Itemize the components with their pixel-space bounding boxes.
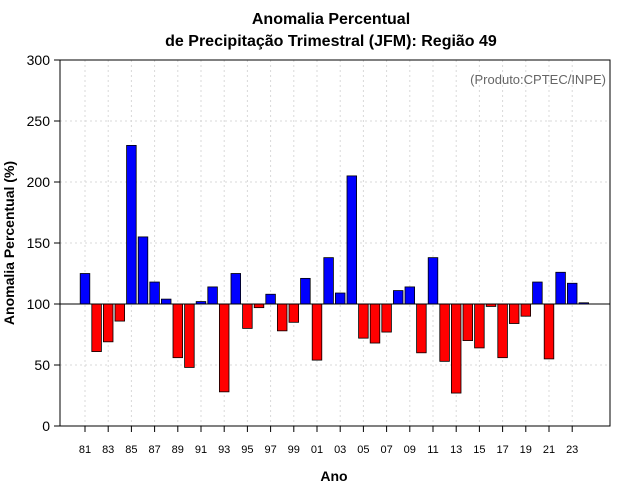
bar-95 (242, 303, 253, 329)
bar-98 (276, 303, 288, 332)
bar-05 (358, 303, 369, 339)
x-tick-label: 87 (148, 444, 160, 456)
x-tick-label: 13 (450, 444, 462, 456)
bar-00 (300, 277, 311, 305)
x-tick-label: 21 (543, 444, 555, 456)
x-tick-label: 97 (264, 444, 276, 456)
bar-90 (184, 303, 195, 368)
bar-97 (265, 293, 276, 305)
y-axis: 0 50 100 150 200 250 300 (27, 52, 60, 434)
x-tick-label: 11 (427, 444, 438, 456)
x-tick-label: 01 (311, 444, 323, 456)
bar-07 (381, 303, 392, 333)
bar-92 (207, 286, 218, 305)
gridlines (60, 60, 610, 426)
y-tick-label: 250 (27, 113, 51, 129)
x-tick-label: 91 (195, 444, 207, 456)
x-tick-label: 99 (288, 444, 300, 456)
x-tick-label: 23 (566, 444, 578, 456)
x-axis-label: Ano (320, 468, 347, 484)
bar-18 (508, 303, 520, 324)
bar-19 (520, 303, 532, 317)
x-tick-label: 19 (520, 444, 532, 456)
bars (60, 144, 610, 394)
bar-10 (416, 303, 427, 354)
x-tick-label: 09 (404, 444, 416, 456)
bar-22 (555, 271, 566, 305)
y-tick-label: 50 (34, 357, 50, 373)
y-tick-label: 150 (27, 235, 51, 251)
x-tick-label: 81 (79, 444, 91, 456)
credit-label: (Produto:CPTEC/INPE) (470, 72, 606, 87)
x-tick-label: 03 (334, 444, 346, 456)
bar-96 (253, 303, 265, 309)
bar-06 (369, 303, 381, 344)
x-axis: 81 83 85 87 89 91 93 95 97 99 01 03 05 07 09 11 13 15 17 19… (79, 426, 578, 456)
bar-88 (160, 298, 172, 305)
x-tick-label: 83 (102, 444, 114, 456)
bar-01 (311, 303, 323, 361)
bar-15 (474, 303, 485, 349)
x-tick-label: 95 (241, 444, 253, 456)
y-tick-label: 200 (27, 174, 51, 190)
bar-85 (126, 144, 137, 305)
bar-89 (172, 303, 184, 359)
bar-17 (497, 303, 508, 359)
chart-title: Anomalia Percentual (252, 11, 410, 28)
bar-03 (334, 292, 346, 305)
bar-11 (427, 257, 439, 305)
bar-83 (103, 303, 114, 343)
bar-87 (149, 281, 160, 305)
x-tick-label: 05 (357, 444, 369, 456)
bar-93 (218, 303, 230, 393)
bar-86 (137, 236, 149, 305)
bar-84 (114, 303, 126, 322)
bar-20 (532, 281, 543, 305)
bar-23 (567, 282, 578, 305)
x-tick-label: 17 (496, 444, 508, 456)
bar-12 (439, 303, 450, 362)
y-axis-label: Anomalia Percentual (%) (1, 161, 17, 325)
bar-94 (230, 273, 242, 305)
bar-08 (392, 290, 404, 305)
plot-frame (59, 59, 611, 427)
chart-subtitle: de Precipitação Trimestral (JFM): Região… (165, 33, 497, 50)
y-tick-label: 100 (27, 296, 51, 312)
bar-13 (450, 303, 462, 394)
x-tick-label: 15 (473, 444, 485, 456)
bar-81 (79, 273, 91, 305)
x-tick-label: 93 (218, 444, 230, 456)
bar-14 (462, 303, 474, 341)
bar-99 (288, 303, 300, 323)
bar-09 (404, 286, 416, 305)
x-tick-label: 85 (125, 444, 137, 456)
x-tick-label: 89 (172, 444, 184, 456)
x-tick-label: 07 (380, 444, 392, 456)
bar-21 (543, 303, 555, 360)
bar-04 (346, 175, 358, 305)
y-tick-label: 0 (42, 418, 50, 434)
y-tick-label: 300 (27, 52, 51, 68)
bar-82 (91, 303, 102, 352)
bar-02 (323, 257, 334, 305)
